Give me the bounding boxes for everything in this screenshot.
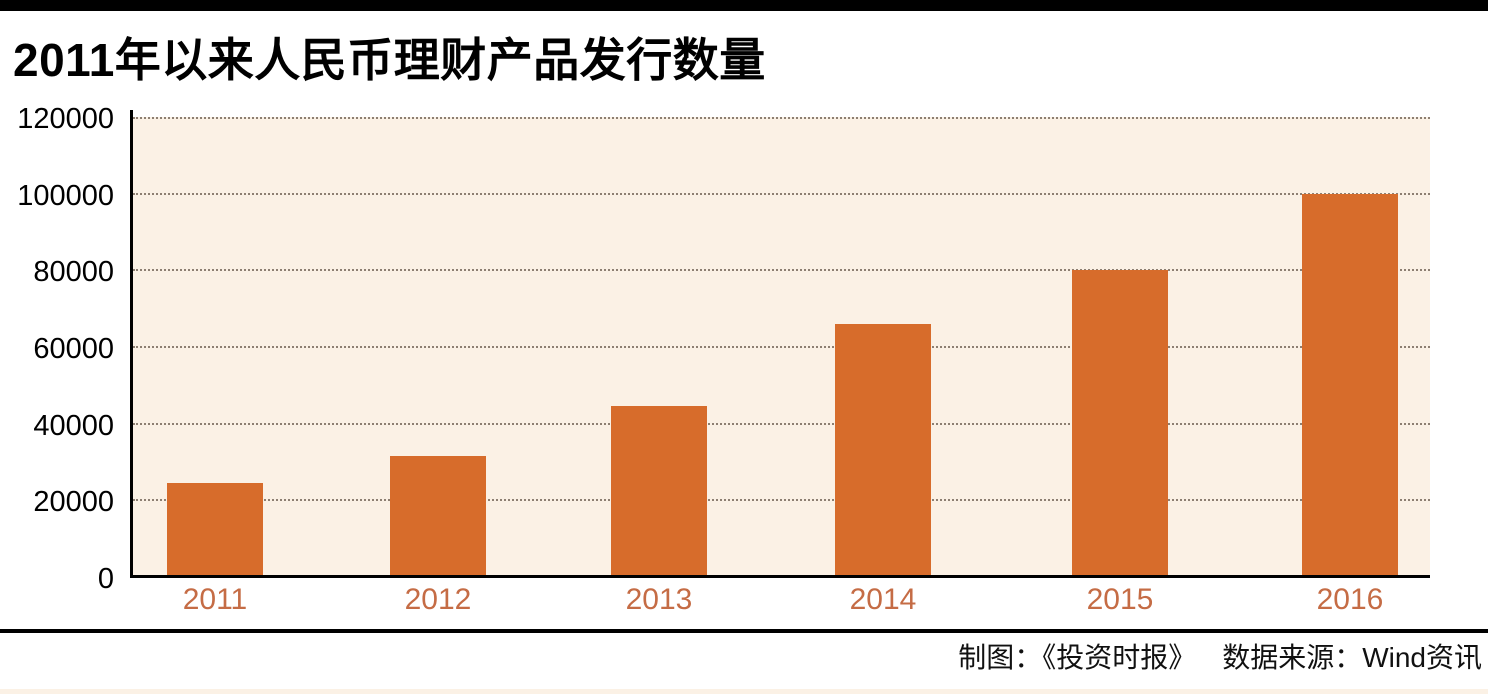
credit-line: 制图：《投资时报》 数据来源：Wind资讯 <box>958 641 1482 675</box>
x-axis-label-2016: 2016 <box>1316 583 1384 616</box>
bar-2014 <box>835 324 931 577</box>
y-axis-label-80000: 80000 <box>33 256 114 289</box>
y-axis-label-40000: 40000 <box>33 409 114 442</box>
footer-divider-line <box>0 629 1488 633</box>
plot-area <box>133 117 1430 577</box>
x-axis-label-2015: 2015 <box>1086 583 1154 616</box>
bar-2013 <box>611 406 707 577</box>
credit-maker: 制图：《投资时报》 <box>958 642 1197 673</box>
gridline-100000 <box>133 192 1430 195</box>
x-axis-label-2011: 2011 <box>182 583 248 616</box>
y-axis-label-20000: 20000 <box>33 486 114 519</box>
top-accent-bar <box>0 0 1488 11</box>
x-axis-label-2014: 2014 <box>849 583 917 616</box>
gridline-80000 <box>133 269 1430 272</box>
y-axis-label-120000: 120000 <box>17 103 114 135</box>
gridline-20000 <box>133 499 1430 502</box>
bar-2012 <box>390 456 486 577</box>
x-axis-line <box>130 575 1430 578</box>
gridline-60000 <box>133 346 1430 348</box>
gridline-120000 <box>133 117 1430 119</box>
bar-2016 <box>1302 193 1398 577</box>
bottom-accent-strip <box>0 689 1488 694</box>
bar-2015 <box>1072 270 1168 577</box>
y-axis-label-0: 0 <box>97 563 114 595</box>
bar-2011 <box>167 483 263 577</box>
x-axis-label-2013: 2013 <box>625 583 693 616</box>
y-axis-label-60000: 60000 <box>33 333 114 365</box>
x-axis-label-2012: 2012 <box>404 583 472 616</box>
credit-source: 数据来源：Wind资讯 <box>1222 642 1482 673</box>
y-axis-label-100000: 100000 <box>17 179 114 212</box>
gridline-40000 <box>133 422 1430 425</box>
y-axis-line <box>130 110 133 578</box>
chart-title: 2011年以来人民币理财产品发行数量 <box>13 34 766 86</box>
